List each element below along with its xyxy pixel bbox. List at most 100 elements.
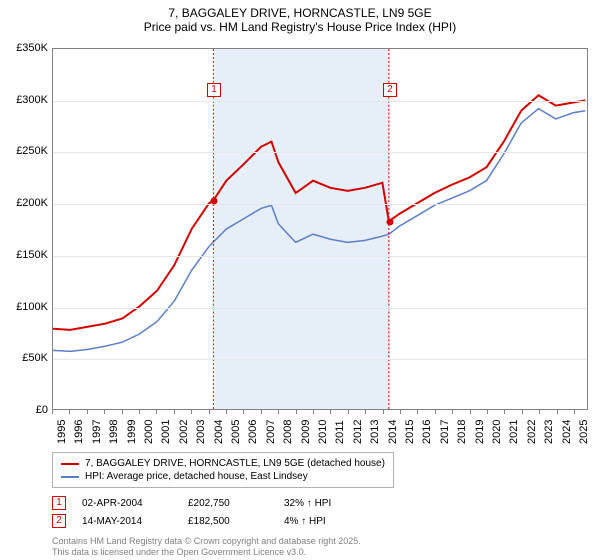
sale-dot [387,219,394,226]
x-tick-label: 2010 [317,420,329,444]
x-tick-label: 2005 [230,420,242,444]
grid-line [53,204,587,205]
x-tick-label: 2009 [300,420,312,444]
x-tick-mark [52,410,53,414]
x-tick-mark [122,410,123,414]
x-tick-mark [522,410,523,414]
x-tick-label: 1998 [108,420,120,444]
y-tick-label: £0 [36,404,48,416]
legend-swatch [61,463,79,465]
title-address: 7, BAGGALEY DRIVE, HORNCASTLE, LN9 5GE [10,6,590,20]
sales-row-price: £202,750 [188,498,268,509]
x-tick-mark [417,410,418,414]
sales-table: 102-APR-2004£202,75032% ↑ HPI214-MAY-201… [52,494,588,530]
x-tick-mark [226,410,227,414]
y-tick-label: £50K [22,352,48,364]
x-tick-mark [487,410,488,414]
sales-row-marker: 1 [52,496,66,510]
x-tick-label: 2006 [247,420,259,444]
grid-line [53,101,587,102]
y-tick-label: £350K [16,42,48,54]
legend-row: 7, BAGGALEY DRIVE, HORNCASTLE, LN9 5GE (… [61,457,385,470]
x-tick-mark [243,410,244,414]
x-tick-label: 1995 [56,420,68,444]
y-tick-label: £300K [16,94,48,106]
sale-marker-1: 1 [207,83,221,97]
x-tick-label: 2004 [213,420,225,444]
title-subtitle: Price paid vs. HM Land Registry's House … [10,20,590,34]
footer-note: Contains HM Land Registry data © Crown c… [52,536,588,558]
x-tick-mark [539,410,540,414]
x-tick-mark [139,410,140,414]
chart-svg [53,49,587,409]
x-tick-label: 2020 [491,420,503,444]
sales-row-date: 14-MAY-2014 [82,516,172,527]
x-tick-mark [69,410,70,414]
x-tick-mark [400,410,401,414]
x-tick-mark [278,410,279,414]
x-tick-mark [313,410,314,414]
footer-line2: This data is licensed under the Open Gov… [52,547,588,558]
x-tick-mark [557,410,558,414]
x-tick-mark [209,410,210,414]
y-tick-label: £100K [16,301,48,313]
legend-label: 7, BAGGALEY DRIVE, HORNCASTLE, LN9 5GE (… [85,458,385,469]
x-tick-label: 2016 [421,420,433,444]
legend-area: 7, BAGGALEY DRIVE, HORNCASTLE, LN9 5GE (… [52,452,588,558]
x-tick-label: 2023 [543,420,555,444]
x-tick-mark [574,410,575,414]
x-tick-mark [174,410,175,414]
x-tick-label: 2025 [578,420,590,444]
y-tick-label: £150K [16,249,48,261]
legend-row: HPI: Average price, detached house, East… [61,470,385,483]
legend-swatch [61,476,79,478]
x-tick-label: 2018 [456,420,468,444]
x-tick-mark [435,410,436,414]
legend-label: HPI: Average price, detached house, East… [85,471,308,482]
x-tick-mark [191,410,192,414]
grid-line [53,308,587,309]
x-tick-label: 2000 [143,420,155,444]
sales-row: 1 02-APR-2004 £202,750 32% ↑ HPI [52,494,588,512]
x-tick-label: 1996 [73,420,85,444]
x-tick-label: 2001 [160,420,172,444]
grid-line [53,256,587,257]
title-block: 7, BAGGALEY DRIVE, HORNCASTLE, LN9 5GE P… [0,0,600,36]
x-tick-label: 2021 [508,420,520,444]
grid-line [53,152,587,153]
x-tick-label: 2011 [334,420,346,444]
x-tick-label: 2014 [387,420,399,444]
x-tick-mark [330,410,331,414]
sales-row-diff: 32% ↑ HPI [284,498,331,509]
legend-box: 7, BAGGALEY DRIVE, HORNCASTLE, LN9 5GE (… [52,452,394,488]
y-tick-label: £200K [16,197,48,209]
x-tick-label: 2012 [352,420,364,444]
sale-dot [210,198,217,205]
x-tick-label: 1997 [91,420,103,444]
x-tick-mark [470,410,471,414]
x-tick-label: 2002 [178,420,190,444]
x-tick-label: 2008 [282,420,294,444]
x-tick-mark [87,410,88,414]
footer-line1: Contains HM Land Registry data © Crown c… [52,536,588,547]
x-tick-mark [383,410,384,414]
x-tick-mark [365,410,366,414]
x-tick-mark [348,410,349,414]
x-tick-mark [104,410,105,414]
series-hpi [53,109,585,352]
x-tick-label: 2007 [265,420,277,444]
sale-marker-2: 2 [383,83,397,97]
x-tick-label: 1999 [126,420,138,444]
x-tick-label: 2017 [439,420,451,444]
x-tick-mark [452,410,453,414]
chart-container: 7, BAGGALEY DRIVE, HORNCASTLE, LN9 5GE P… [0,0,600,560]
x-tick-label: 2022 [526,420,538,444]
x-tick-label: 2024 [561,420,573,444]
grid-line [53,359,587,360]
plot-area: 12 [52,48,588,410]
sales-row-diff: 4% ↑ HPI [284,516,326,527]
x-tick-label: 2019 [474,420,486,444]
sales-row-date: 02-APR-2004 [82,498,172,509]
sales-row-price: £182,500 [188,516,268,527]
sales-row: 214-MAY-2014£182,5004% ↑ HPI [52,512,588,530]
